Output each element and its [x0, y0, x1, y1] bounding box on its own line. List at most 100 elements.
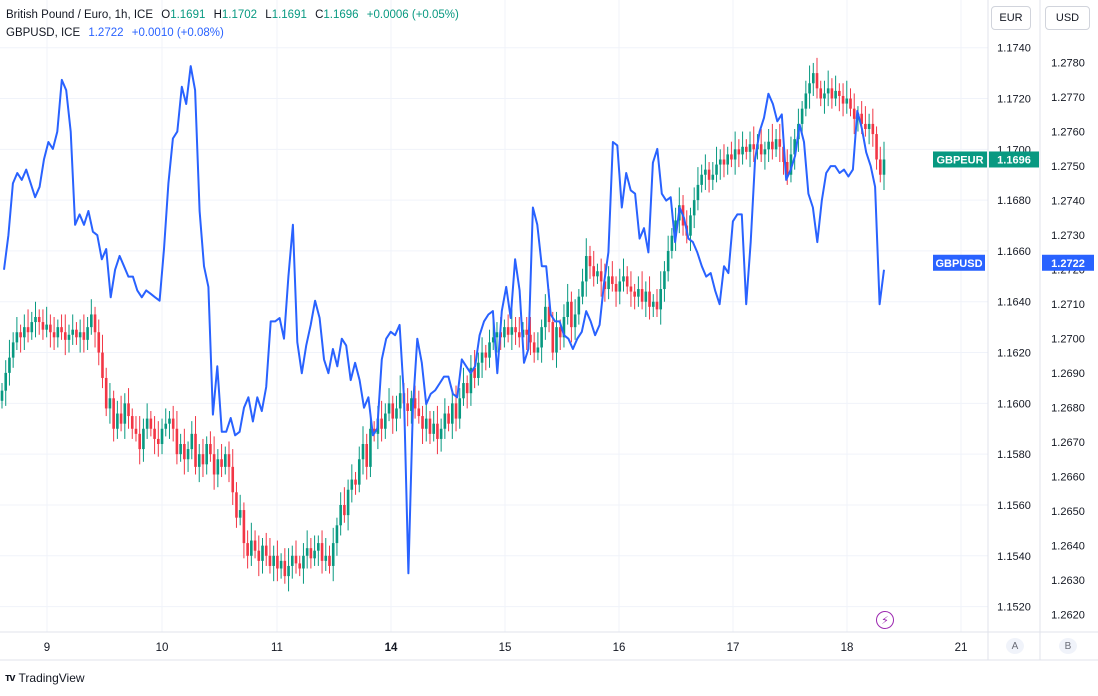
candle-body [547, 306, 551, 323]
candle-body [759, 144, 763, 155]
candle-body [663, 271, 666, 290]
low-label: L [265, 9, 272, 21]
candle-body [101, 352, 104, 378]
candle-body [544, 306, 547, 328]
gbpusd-legend[interactable]: GBPUSD, ICE 1.2722 +0.0010 (+0.08%) [6, 27, 229, 39]
high-label: H [213, 9, 222, 21]
candle-body [867, 123, 871, 129]
candle-body [525, 329, 529, 335]
candle-body [212, 454, 216, 475]
usd-tick-label: 1.2730 [1051, 230, 1085, 242]
usd-tick-label: 1.2660 [1051, 472, 1085, 484]
time-tick-label: 16 [613, 642, 626, 654]
candle-body [369, 428, 372, 467]
candle-body [838, 90, 841, 96]
scale-b-badge[interactable]: B [1059, 638, 1077, 654]
candle-body [458, 398, 462, 419]
candle-body [317, 543, 320, 551]
candle-body [313, 550, 316, 559]
candle-body [127, 403, 130, 417]
gbpusd-last-price: 1.2722 [1051, 258, 1085, 270]
candle-body [811, 73, 815, 84]
candle-body [142, 428, 145, 450]
tradingview-logo[interactable]: ᴛᴠ TradingView [5, 671, 85, 685]
candle-body [309, 548, 313, 559]
candle-body [250, 540, 253, 556]
gbpeur-symbol-name[interactable]: British Pound / Euro, 1h, ICE [6, 9, 154, 21]
candle-body [261, 545, 264, 561]
candle-body [730, 154, 733, 160]
candle-body [491, 337, 495, 343]
candle-body [778, 139, 782, 147]
candle-body [209, 444, 212, 455]
candle-body [320, 543, 324, 561]
candle-body [633, 291, 636, 297]
candle-body [186, 449, 190, 460]
usd-tick-label: 1.2620 [1051, 610, 1085, 622]
candle-body [138, 433, 141, 450]
candle-body [477, 362, 480, 378]
candle-body [134, 428, 138, 434]
candle-body [123, 403, 127, 424]
candle-body [514, 327, 517, 333]
candle-body [603, 281, 607, 290]
candle-body [90, 314, 93, 328]
candle-body [175, 428, 179, 455]
candle-body [428, 418, 432, 434]
candle-body [153, 428, 156, 439]
candle-body [157, 438, 160, 445]
candle-body [689, 215, 692, 236]
close-value: 1.1696 [323, 9, 359, 21]
candle-body [726, 154, 729, 165]
scale-a-badge[interactable]: A [1006, 638, 1024, 654]
candle-body [436, 423, 439, 439]
candle-body [748, 144, 752, 152]
candle-body [577, 296, 581, 315]
candle-body [551, 322, 555, 353]
gbpusd-name-label: GBPUSD [935, 258, 982, 270]
candle-body [852, 108, 856, 119]
candle-body [566, 301, 569, 317]
candle-body [592, 266, 596, 277]
candle-body [231, 466, 235, 493]
candle-body [443, 413, 447, 429]
candle-body [93, 314, 97, 333]
eur-scale-button[interactable]: EUR [991, 6, 1031, 30]
candle-body [424, 418, 428, 429]
candle-body [763, 149, 767, 155]
candle-body [104, 377, 108, 409]
candle-body [473, 367, 476, 378]
candle-body [629, 286, 633, 292]
usd-price-scale[interactable]: 1.2780 1.2770 1.2760 1.2750 1.2740 1.2730 1.27… [1051, 58, 1085, 622]
candle-body [194, 433, 197, 467]
gbpusd-symbol-name[interactable]: GBPUSD, ICE [6, 27, 81, 39]
candle-body [205, 444, 208, 465]
candle-body [774, 139, 778, 150]
lightning-icon[interactable]: ⚡ [876, 611, 894, 629]
candle-body [648, 291, 651, 307]
usd-tick-label: 1.2750 [1051, 161, 1085, 173]
candle-body [324, 555, 328, 561]
candle-body [149, 418, 153, 429]
usd-scale-button[interactable]: USD [1045, 6, 1090, 30]
candle-body [666, 250, 670, 272]
eur-tick-label: 1.1520 [997, 602, 1031, 614]
candle-body [823, 93, 826, 99]
candle-body [882, 159, 886, 175]
candle-body [406, 403, 409, 411]
candle-body [808, 83, 811, 94]
eur-price-scale[interactable]: 1.17401.17201.17001.16801.16601.16401.16… [997, 43, 1031, 614]
candle-body [785, 162, 789, 175]
usd-tick-label: 1.2630 [1051, 575, 1085, 587]
candle-body [354, 479, 357, 485]
candle-body [800, 108, 804, 124]
tv-logo-icon: ᴛᴠ [5, 672, 15, 684]
candle-body [733, 149, 737, 160]
usd-tick-label: 1.2760 [1051, 127, 1085, 139]
candle-body [395, 408, 398, 419]
gbpeur-legend[interactable]: British Pound / Euro, 1h, ICE O1.1691 H1… [6, 9, 464, 21]
time-scale[interactable]: 9 10 11 14 15 16 17 18 21 [44, 642, 968, 654]
usd-tick-label: 1.2780 [1051, 58, 1085, 70]
time-tick-label: 18 [841, 642, 854, 654]
